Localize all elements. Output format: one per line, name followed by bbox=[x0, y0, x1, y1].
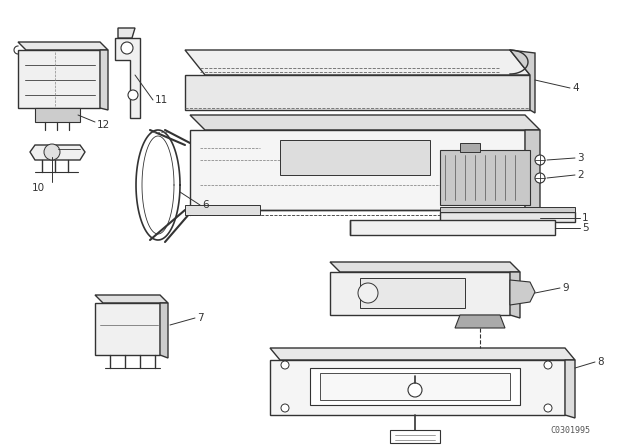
Polygon shape bbox=[18, 42, 108, 50]
Polygon shape bbox=[440, 212, 575, 222]
Circle shape bbox=[128, 90, 138, 100]
Polygon shape bbox=[510, 280, 535, 305]
Polygon shape bbox=[460, 143, 480, 152]
Polygon shape bbox=[190, 115, 540, 130]
Polygon shape bbox=[525, 130, 540, 215]
Text: 1: 1 bbox=[582, 213, 589, 223]
Circle shape bbox=[535, 173, 545, 183]
Polygon shape bbox=[330, 272, 510, 315]
Circle shape bbox=[544, 361, 552, 369]
Circle shape bbox=[44, 144, 60, 160]
Text: 5: 5 bbox=[582, 223, 589, 233]
Text: 10: 10 bbox=[31, 183, 45, 193]
Polygon shape bbox=[270, 360, 565, 415]
Polygon shape bbox=[330, 262, 520, 272]
Polygon shape bbox=[310, 368, 520, 405]
Polygon shape bbox=[95, 295, 168, 303]
Circle shape bbox=[544, 404, 552, 412]
Text: 7: 7 bbox=[197, 313, 204, 323]
Polygon shape bbox=[390, 430, 440, 443]
Polygon shape bbox=[30, 145, 85, 160]
Text: 6: 6 bbox=[202, 200, 209, 210]
Polygon shape bbox=[160, 303, 168, 358]
Text: C0301995: C0301995 bbox=[550, 426, 590, 435]
Polygon shape bbox=[185, 205, 260, 215]
Circle shape bbox=[121, 42, 133, 54]
Text: 9: 9 bbox=[562, 283, 568, 293]
Polygon shape bbox=[18, 50, 100, 108]
Circle shape bbox=[535, 155, 545, 165]
Text: 3: 3 bbox=[577, 153, 584, 163]
Polygon shape bbox=[270, 348, 575, 360]
Polygon shape bbox=[35, 108, 80, 122]
Polygon shape bbox=[185, 50, 530, 75]
Polygon shape bbox=[115, 38, 140, 118]
Polygon shape bbox=[510, 50, 535, 113]
Polygon shape bbox=[440, 150, 530, 205]
Text: 8: 8 bbox=[597, 357, 604, 367]
Polygon shape bbox=[95, 303, 160, 355]
Circle shape bbox=[281, 361, 289, 369]
Polygon shape bbox=[510, 272, 520, 318]
Polygon shape bbox=[320, 373, 510, 400]
Polygon shape bbox=[190, 130, 525, 210]
Polygon shape bbox=[350, 220, 555, 235]
Polygon shape bbox=[280, 140, 430, 175]
Polygon shape bbox=[455, 315, 505, 328]
Text: 2: 2 bbox=[577, 170, 584, 180]
Circle shape bbox=[281, 404, 289, 412]
Circle shape bbox=[408, 383, 422, 397]
Polygon shape bbox=[185, 75, 530, 110]
Text: 12: 12 bbox=[97, 120, 110, 130]
Text: 11: 11 bbox=[155, 95, 168, 105]
Polygon shape bbox=[360, 278, 465, 308]
Polygon shape bbox=[118, 28, 135, 38]
Polygon shape bbox=[440, 207, 575, 212]
Circle shape bbox=[358, 283, 378, 303]
Polygon shape bbox=[565, 360, 575, 418]
Text: 4: 4 bbox=[572, 83, 579, 93]
Polygon shape bbox=[100, 50, 108, 110]
